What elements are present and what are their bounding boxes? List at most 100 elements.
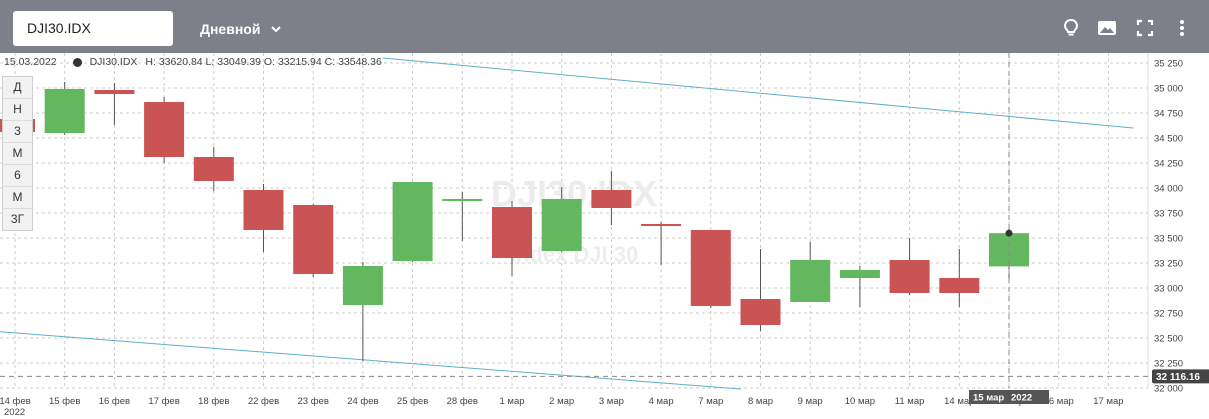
- symbol-input[interactable]: DJI30.IDX: [13, 11, 173, 46]
- candle: [641, 222, 682, 265]
- y-tick-label: 32 500: [1154, 334, 1183, 345]
- candle-body: [790, 260, 831, 302]
- candle: [342, 262, 383, 361]
- candle: [492, 201, 532, 276]
- x-year-label: 2022: [4, 407, 25, 418]
- y-tick-label: 32 750: [1154, 309, 1183, 320]
- candle: [790, 242, 831, 302]
- x-tick-label: 10 мар: [845, 396, 875, 407]
- more-vertical-icon[interactable]: [1171, 17, 1193, 39]
- timeframe-button[interactable]: Н: [3, 99, 32, 121]
- y-tick-label: 32 000: [1154, 384, 1183, 395]
- y-tick-label: 35 000: [1154, 84, 1183, 95]
- candle-body: [442, 199, 483, 201]
- y-tick-label: 34 750: [1154, 109, 1183, 120]
- candle: [44, 82, 85, 135]
- candle: [740, 249, 781, 331]
- timeframe-button[interactable]: М: [3, 143, 32, 165]
- candle-body: [243, 190, 284, 230]
- candle: [94, 83, 135, 125]
- x-tick-label: 25 фев: [397, 396, 428, 407]
- candle-body: [541, 199, 582, 251]
- candle-body: [839, 270, 880, 278]
- x-tick-label: 16 мар: [1044, 396, 1074, 407]
- x-tick-label: 17 фев: [148, 396, 179, 407]
- crosshair-price-tag: [1152, 369, 1209, 384]
- crosshair-year-label: 2022: [1011, 393, 1032, 404]
- x-tick-label: 2 мар: [549, 396, 574, 407]
- candle: [293, 204, 334, 277]
- candle-body: [44, 89, 85, 133]
- y-tick-label: 34 250: [1154, 159, 1183, 170]
- candle-body: [889, 260, 930, 293]
- candle-body: [293, 205, 334, 274]
- timeframe-button[interactable]: 3Г: [10, 212, 25, 226]
- x-tick-label: 28 фев: [447, 396, 478, 407]
- candle: [939, 249, 980, 307]
- y-tick-label: 33 500: [1154, 234, 1183, 245]
- y-tick-label: 33 750: [1154, 209, 1183, 220]
- x-tick-label: 3 мар: [599, 396, 624, 407]
- candle-body: [342, 266, 383, 305]
- crosshair-price-label: 32 116.16: [1156, 372, 1200, 383]
- y-tick-label: 35 250: [1154, 59, 1183, 70]
- y-tick-label: 33 000: [1154, 284, 1183, 295]
- timeframe-button[interactable]: 6: [3, 165, 32, 187]
- ohlc-info: 15.03.2022 DJI30.IDX H: 33620.84 L: 3304…: [4, 55, 382, 69]
- candle-body: [939, 278, 980, 293]
- timeframe-button[interactable]: М: [3, 187, 32, 209]
- candle: [690, 230, 731, 308]
- chevron-down-icon: [271, 26, 282, 33]
- x-tick-label: 9 мар: [798, 396, 823, 407]
- candles: [0, 82, 1029, 361]
- period-dropdown[interactable]: Дневной: [200, 14, 282, 44]
- timeframe-panel: Д Н 3 М 6 М 3Г: [2, 76, 33, 231]
- info-date: 15.03.2022: [4, 56, 57, 68]
- info-ohlc: H: 33620.84 L: 33049.39 O: 33215.94 C: 3…: [145, 56, 382, 68]
- x-tick-label: 4 мар: [649, 396, 674, 407]
- lightbulb-icon[interactable]: [1060, 17, 1082, 39]
- x-tick-label: 14 фев: [0, 396, 31, 407]
- fullscreen-icon[interactable]: [1134, 17, 1156, 39]
- x-tick-label: 14 мар: [944, 396, 974, 407]
- candle-body: [641, 224, 682, 226]
- info-symbol: DJI30.IDX: [89, 56, 138, 68]
- timeframe-button[interactable]: Д: [3, 77, 32, 99]
- period-label: Дневной: [200, 21, 261, 37]
- candle: [889, 238, 930, 295]
- x-tick-label: 18 фев: [198, 396, 229, 407]
- candle-body: [392, 182, 433, 261]
- y-tick-label: 32 250: [1154, 359, 1183, 370]
- image-icon[interactable]: [1096, 17, 1118, 39]
- candle: [839, 266, 880, 307]
- y-tick-label: 34 000: [1154, 184, 1183, 195]
- candle: [591, 171, 632, 225]
- symbol-dot-icon: [72, 57, 82, 67]
- candle-body: [740, 299, 781, 325]
- top-toolbar: DJI30.IDX Дневной: [0, 0, 1209, 53]
- trendlines: [0, 57, 1134, 390]
- timeframe-button[interactable]: 3: [3, 121, 32, 143]
- x-tick-label: 17 мар: [1093, 396, 1123, 407]
- y-axis: 32 000 32 250 32 500 32 750 33 000 33 250 33 5…: [1154, 59, 1183, 395]
- trendline: [0, 331, 741, 390]
- x-tick-label: 24 фев: [347, 396, 378, 407]
- candle-body: [492, 207, 532, 258]
- candle: [442, 192, 483, 241]
- candle: [243, 184, 284, 252]
- candle-body: [690, 230, 731, 306]
- x-tick-label: 16 фев: [99, 396, 130, 407]
- x-axis: 14 фев 15 фев 16 фев 17 фев 18 фев 22 фев 23 ф…: [0, 396, 1124, 418]
- x-tick-label: 1 мар: [499, 396, 524, 407]
- candle-body: [193, 157, 234, 181]
- x-tick-label: 23 фев: [298, 396, 329, 407]
- x-tick-label: 22 фев: [248, 396, 279, 407]
- candle: [541, 187, 582, 252]
- crosshair-date-label: 15 мар: [973, 393, 1004, 404]
- x-tick-label: 15 фев: [49, 396, 80, 407]
- last-price-dot: [1005, 229, 1013, 237]
- x-tick-label: 7 мар: [698, 396, 723, 407]
- candle: [144, 97, 185, 163]
- y-tick-label: 34 500: [1154, 134, 1183, 145]
- x-tick-label: 8 мар: [748, 396, 773, 407]
